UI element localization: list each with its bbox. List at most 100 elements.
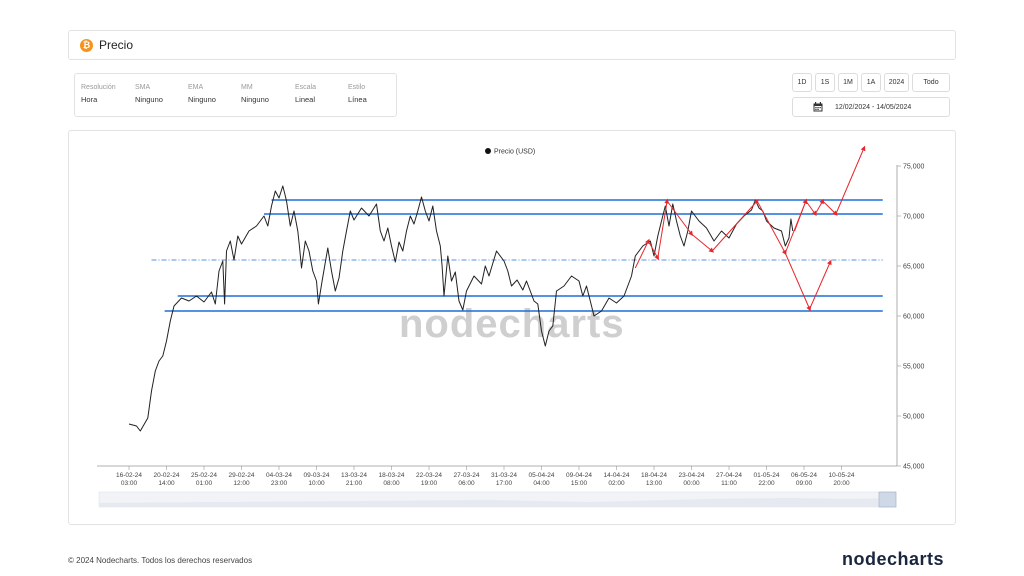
- projection-arrow: [835, 145, 866, 215]
- range-navigator[interactable]: [98, 491, 897, 508]
- x-tick-time: 09:00: [796, 480, 813, 487]
- setting-sma[interactable]: SMA Ninguno: [135, 84, 163, 104]
- setting-style[interactable]: Estilo Línea: [348, 84, 367, 104]
- setting-value: Lineal: [295, 95, 316, 104]
- x-tick-date: 31-03-24: [491, 472, 517, 479]
- price-series-line: [128, 185, 794, 432]
- date-range-picker[interactable]: 12/02/2024 - 14/05/2024: [792, 97, 950, 117]
- projection-arrow: [794, 198, 808, 232]
- footer-copyright: © 2024 Nodecharts. Todos los derechos re…: [68, 556, 253, 565]
- x-tick-time: 08:00: [383, 480, 400, 487]
- y-tick-label: 55,000: [903, 364, 925, 371]
- range-button-todo[interactable]: Todo: [912, 73, 950, 92]
- setting-label: SMA: [135, 84, 151, 91]
- x-tick-date: 10-05-24: [828, 472, 854, 479]
- y-tick-label: 60,000: [903, 314, 925, 321]
- setting-label: Estilo: [348, 84, 366, 91]
- x-tick-time: 15:00: [571, 480, 588, 487]
- y-tick-label: 45,000: [903, 464, 925, 471]
- navigator-handle[interactable]: [878, 491, 897, 508]
- x-tick-time: 21:00: [346, 480, 363, 487]
- x-tick-date: 22-03-24: [416, 472, 442, 479]
- chart-panel: Precio (USD) nodecharts 45,000 50,000 55,0…: [68, 130, 956, 525]
- date-range-text: 12/02/2024 - 14/05/2024: [835, 103, 912, 111]
- navigator-series: [99, 498, 896, 507]
- range-button-1d[interactable]: 1D: [792, 73, 812, 92]
- y-tick-label: 65,000: [903, 264, 925, 271]
- x-tick-date: 13-03-24: [341, 472, 367, 479]
- x-tick-time: 22:00: [758, 480, 775, 487]
- x-tick-date: 23-04-24: [678, 472, 704, 479]
- calendar-icon: [813, 102, 823, 112]
- projection-arrow: [809, 259, 832, 310]
- x-tick-date: 06-05-24: [791, 472, 817, 479]
- setting-value: Hora: [81, 95, 98, 104]
- x-tick-time: 23:00: [271, 480, 288, 487]
- setting-value: Ninguno: [188, 95, 216, 104]
- projection-arrow: [691, 233, 715, 253]
- x-tick-time: 03:00: [121, 480, 138, 487]
- x-tick-date: 18-03-24: [378, 472, 404, 479]
- range-button-1m[interactable]: 1M: [838, 73, 858, 92]
- projection-arrow: [657, 198, 670, 259]
- x-tick-time: 04:00: [533, 480, 550, 487]
- title-bar: ₿ Precio: [68, 30, 956, 60]
- range-button-1s[interactable]: 1S: [815, 73, 835, 92]
- x-tick-time: 14:00: [158, 480, 175, 487]
- y-tick-label: 50,000: [903, 414, 925, 421]
- x-tick-date: 16-02-24: [116, 472, 142, 479]
- x-tick-date: 09-03-24: [303, 472, 329, 479]
- x-tick-time: 13:00: [646, 480, 663, 487]
- setting-mm[interactable]: MM Ninguno: [241, 84, 269, 104]
- setting-label: MM: [241, 84, 253, 91]
- x-tick-time: 10:00: [308, 480, 325, 487]
- x-tick-time: 00:00: [683, 480, 700, 487]
- x-tick-time: 17:00: [496, 480, 513, 487]
- x-tick-date: 27-04-24: [716, 472, 742, 479]
- x-tick-date: 14-04-24: [603, 472, 629, 479]
- x-tick-date: 29-02-24: [228, 472, 254, 479]
- setting-value: Línea: [348, 95, 367, 104]
- y-tick-label: 70,000: [903, 214, 925, 221]
- x-tick-date: 05-04-24: [528, 472, 554, 479]
- x-tick-time: 02:00: [608, 480, 625, 487]
- setting-label: Escala: [295, 84, 317, 91]
- x-tick-date: 04-03-24: [266, 472, 292, 479]
- x-tick-date: 27-03-24: [453, 472, 479, 479]
- setting-resolution[interactable]: Resolución Hora: [81, 84, 116, 104]
- x-tick-time: 20:00: [833, 480, 850, 487]
- setting-value: Ninguno: [241, 95, 269, 104]
- legend-label: Precio (USD): [494, 149, 535, 156]
- price-chart[interactable]: Precio (USD) nodecharts 45,000 50,000 55,0…: [69, 131, 957, 526]
- x-tick-time: 19:00: [421, 480, 438, 487]
- range-button-2024[interactable]: 2024: [884, 73, 909, 92]
- y-tick-label: 75,000: [903, 164, 925, 171]
- projection-arrow: [647, 240, 659, 261]
- nodecharts-watermark: nodecharts: [399, 302, 625, 346]
- page-title: Precio: [99, 38, 134, 52]
- setting-scale[interactable]: Escala Lineal: [295, 84, 316, 104]
- setting-label: EMA: [188, 84, 204, 91]
- x-tick-date: 25-02-24: [191, 472, 217, 479]
- setting-value: Ninguno: [135, 95, 163, 104]
- legend-marker: [485, 148, 491, 154]
- x-tick-date: 01-05-24: [753, 472, 779, 479]
- range-button-1a[interactable]: 1A: [861, 73, 881, 92]
- projection-arrow: [822, 200, 838, 216]
- bitcoin-icon: ₿: [80, 38, 93, 52]
- x-tick-date: 18-04-24: [641, 472, 667, 479]
- nodecharts-logo: nodecharts: [842, 549, 945, 569]
- projection-arrow: [666, 200, 693, 237]
- projection-arrow: [756, 200, 787, 256]
- projection-arrow: [711, 199, 759, 252]
- projection-arrow: [805, 200, 817, 217]
- x-tick-time: 12:00: [233, 480, 250, 487]
- projection-arrow: [634, 238, 650, 269]
- x-tick-time: 06:00: [458, 480, 475, 487]
- setting-ema[interactable]: EMA Ninguno: [188, 84, 216, 104]
- x-tick-time: 01:00: [196, 480, 213, 487]
- projection-arrow: [814, 198, 824, 215]
- x-tick-time: 11:00: [721, 480, 737, 487]
- chart-legend: Precio (USD): [485, 148, 535, 156]
- x-tick-date: 09-04-24: [566, 472, 592, 479]
